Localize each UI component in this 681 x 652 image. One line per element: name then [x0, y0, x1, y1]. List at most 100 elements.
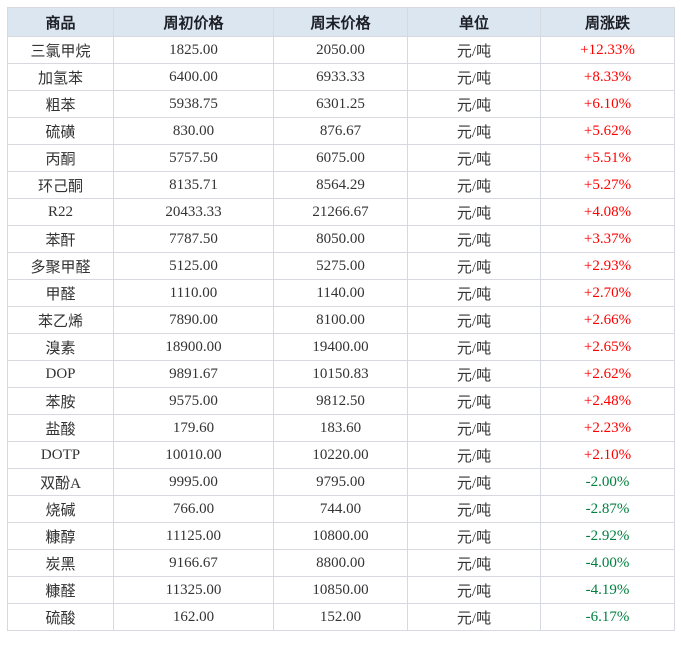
- unit-cell: 元/吨: [407, 306, 541, 334]
- unit-cell: 元/吨: [407, 279, 541, 307]
- start-price-cell: 9166.67: [113, 549, 274, 577]
- end-price-cell: 21266.67: [273, 198, 408, 226]
- column-header-commodity: 商品: [7, 7, 114, 37]
- start-price-cell: 162.00: [113, 603, 274, 631]
- unit-cell: 元/吨: [407, 468, 541, 496]
- end-price-cell: 9812.50: [273, 387, 408, 415]
- unit-cell: 元/吨: [407, 549, 541, 577]
- start-price-cell: 10010.00: [113, 441, 274, 469]
- unit-cell: 元/吨: [407, 198, 541, 226]
- end-price-cell: 19400.00: [273, 333, 408, 361]
- end-price-cell: 6075.00: [273, 144, 408, 172]
- table-row: 硫酸 162.00 152.00 元/吨 -6.17%: [7, 603, 675, 631]
- end-price-cell: 9795.00: [273, 468, 408, 496]
- column-header-end-price: 周末价格: [273, 7, 408, 37]
- commodity-cell: 糠醇: [7, 522, 114, 550]
- unit-cell: 元/吨: [407, 171, 541, 199]
- end-price-cell: 152.00: [273, 603, 408, 631]
- start-price-cell: 9575.00: [113, 387, 274, 415]
- table-row: 苯乙烯 7890.00 8100.00 元/吨 +2.66%: [7, 306, 675, 334]
- commodity-cell: 硫磺: [7, 117, 114, 145]
- table-row: 苯胺 9575.00 9812.50 元/吨 +2.48%: [7, 387, 675, 415]
- start-price-cell: 6400.00: [113, 63, 274, 91]
- unit-cell: 元/吨: [407, 36, 541, 64]
- commodity-cell: 炭黑: [7, 549, 114, 577]
- change-cell: +2.66%: [540, 306, 675, 334]
- change-cell: +12.33%: [540, 36, 675, 64]
- table-row: DOTP 10010.00 10220.00 元/吨 +2.10%: [7, 441, 675, 469]
- table-row: 糠醇 11125.00 10800.00 元/吨 -2.92%: [7, 522, 675, 550]
- table-row: DOP 9891.67 10150.83 元/吨 +2.62%: [7, 360, 675, 388]
- unit-cell: 元/吨: [407, 414, 541, 442]
- commodity-cell: 苯酐: [7, 225, 114, 253]
- table-row: 溴素 18900.00 19400.00 元/吨 +2.65%: [7, 333, 675, 361]
- table-row: 双酚A 9995.00 9795.00 元/吨 -2.00%: [7, 468, 675, 496]
- unit-cell: 元/吨: [407, 90, 541, 118]
- table-container: 商品 周初价格 周末价格 单位 周涨跌 三氯甲烷 1825.00 2050.00 元/…: [7, 7, 675, 631]
- change-cell: +8.33%: [540, 63, 675, 91]
- change-cell: +2.62%: [540, 360, 675, 388]
- commodity-cell: 多聚甲醛: [7, 252, 114, 280]
- table-row: 加氢苯 6400.00 6933.33 元/吨 +8.33%: [7, 63, 675, 91]
- start-price-cell: 7787.50: [113, 225, 274, 253]
- commodity-cell: 丙酮: [7, 144, 114, 172]
- commodity-cell: 甲醛: [7, 279, 114, 307]
- unit-cell: 元/吨: [407, 387, 541, 415]
- commodity-cell: DOTP: [7, 441, 114, 469]
- start-price-cell: 11325.00: [113, 576, 274, 604]
- start-price-cell: 766.00: [113, 495, 274, 523]
- table-row: R22 20433.33 21266.67 元/吨 +4.08%: [7, 198, 675, 226]
- change-cell: +5.27%: [540, 171, 675, 199]
- start-price-cell: 179.60: [113, 414, 274, 442]
- start-price-cell: 18900.00: [113, 333, 274, 361]
- table-row: 环己酮 8135.71 8564.29 元/吨 +5.27%: [7, 171, 675, 199]
- table-row: 甲醛 1110.00 1140.00 元/吨 +2.70%: [7, 279, 675, 307]
- end-price-cell: 8100.00: [273, 306, 408, 334]
- change-cell: -2.87%: [540, 495, 675, 523]
- start-price-cell: 5938.75: [113, 90, 274, 118]
- change-cell: +5.62%: [540, 117, 675, 145]
- table-body: 三氯甲烷 1825.00 2050.00 元/吨 +12.33% 加氢苯 6400.00 69…: [7, 36, 675, 631]
- unit-cell: 元/吨: [407, 333, 541, 361]
- change-cell: -6.17%: [540, 603, 675, 631]
- start-price-cell: 830.00: [113, 117, 274, 145]
- commodity-cell: DOP: [7, 360, 114, 388]
- commodity-cell: 烧碱: [7, 495, 114, 523]
- start-price-cell: 8135.71: [113, 171, 274, 199]
- start-price-cell: 7890.00: [113, 306, 274, 334]
- start-price-cell: 1825.00: [113, 36, 274, 64]
- change-cell: -2.00%: [540, 468, 675, 496]
- change-cell: +2.70%: [540, 279, 675, 307]
- change-cell: +2.93%: [540, 252, 675, 280]
- unit-cell: 元/吨: [407, 495, 541, 523]
- end-price-cell: 1140.00: [273, 279, 408, 307]
- table-row: 烧碱 766.00 744.00 元/吨 -2.87%: [7, 495, 675, 523]
- table-row: 多聚甲醛 5125.00 5275.00 元/吨 +2.93%: [7, 252, 675, 280]
- unit-cell: 元/吨: [407, 603, 541, 631]
- change-cell: +2.48%: [540, 387, 675, 415]
- commodity-cell: 环己酮: [7, 171, 114, 199]
- column-header-change: 周涨跌: [540, 7, 675, 37]
- change-cell: +2.10%: [540, 441, 675, 469]
- change-cell: +2.65%: [540, 333, 675, 361]
- unit-cell: 元/吨: [407, 117, 541, 145]
- commodity-cell: 苯胺: [7, 387, 114, 415]
- commodity-cell: 溴素: [7, 333, 114, 361]
- end-price-cell: 744.00: [273, 495, 408, 523]
- table-row: 硫磺 830.00 876.67 元/吨 +5.62%: [7, 117, 675, 145]
- change-cell: +4.08%: [540, 198, 675, 226]
- start-price-cell: 5757.50: [113, 144, 274, 172]
- table-row: 丙酮 5757.50 6075.00 元/吨 +5.51%: [7, 144, 675, 172]
- commodity-cell: 三氯甲烷: [7, 36, 114, 64]
- end-price-cell: 876.67: [273, 117, 408, 145]
- table-row: 苯酐 7787.50 8050.00 元/吨 +3.37%: [7, 225, 675, 253]
- table-row: 盐酸 179.60 183.60 元/吨 +2.23%: [7, 414, 675, 442]
- unit-cell: 元/吨: [407, 441, 541, 469]
- change-cell: -2.92%: [540, 522, 675, 550]
- unit-cell: 元/吨: [407, 576, 541, 604]
- change-cell: +2.23%: [540, 414, 675, 442]
- end-price-cell: 2050.00: [273, 36, 408, 64]
- end-price-cell: 5275.00: [273, 252, 408, 280]
- start-price-cell: 9995.00: [113, 468, 274, 496]
- commodity-cell: 盐酸: [7, 414, 114, 442]
